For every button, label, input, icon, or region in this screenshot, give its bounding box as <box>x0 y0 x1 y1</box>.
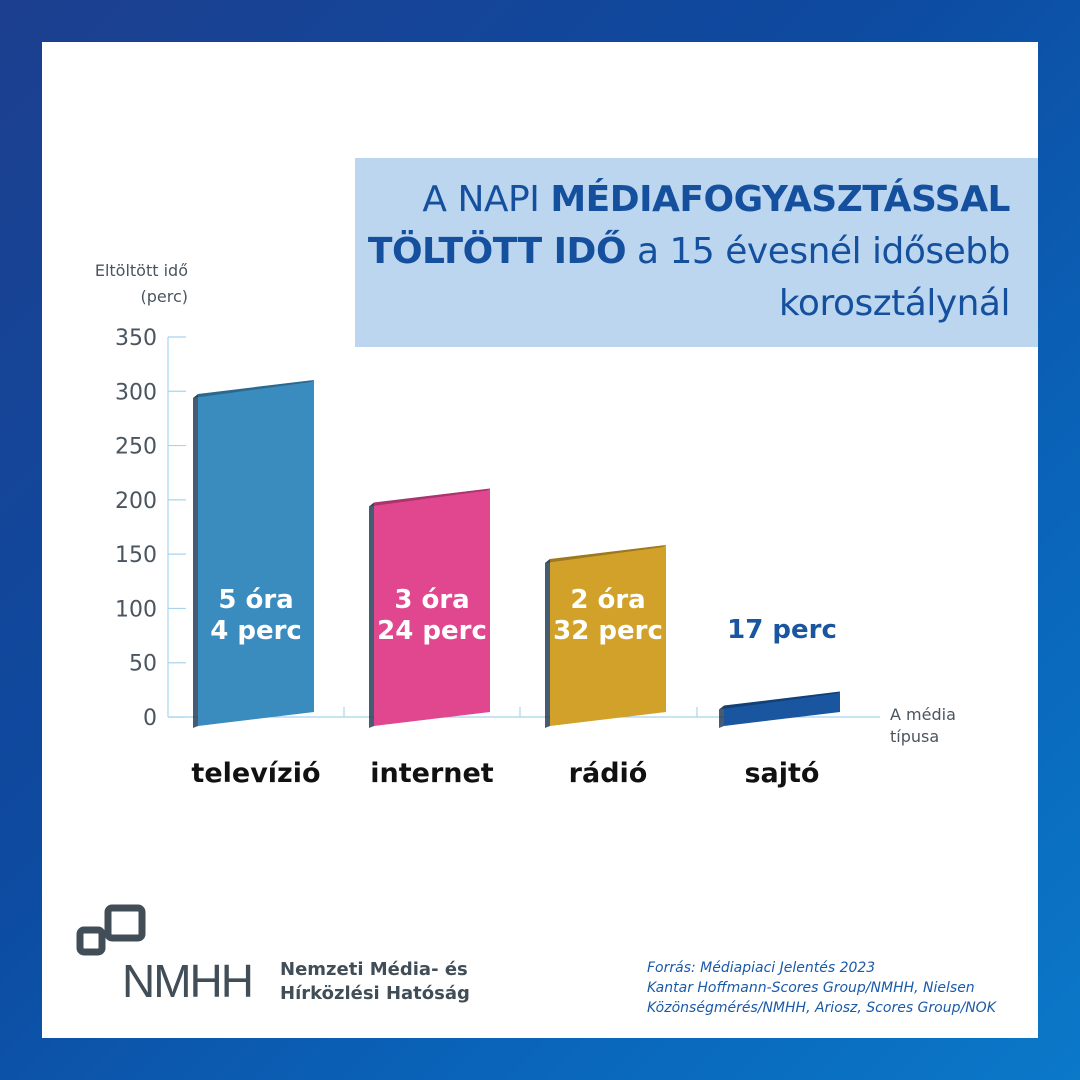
bar-top-edge <box>369 488 490 507</box>
bar-side <box>193 393 198 728</box>
category-label: rádió <box>569 758 648 789</box>
bar-top-edge <box>719 691 840 710</box>
category-label: sajtó <box>744 758 819 789</box>
y-tick-label: 350 <box>115 326 157 351</box>
y-axis-label-line1: Eltöltött idő <box>94 261 188 280</box>
category-label: televízió <box>191 758 320 789</box>
y-tick-label: 250 <box>115 435 157 460</box>
y-tick-label: 150 <box>115 543 157 568</box>
y-tick-label: 100 <box>115 597 157 622</box>
title-line2-bold: TÖLTÖTT IDŐ <box>367 231 627 272</box>
x-axis-label: A média típusa <box>890 704 956 748</box>
y-axis-label: Eltöltött idő (perc) <box>60 258 188 310</box>
bar-side <box>719 705 724 728</box>
title-line1-normal: A NAPI <box>422 179 551 220</box>
bar-side <box>545 558 550 728</box>
source-line1: Forrás: Médiapiaci Jelentés 2023 <box>647 960 876 976</box>
bar-top-edge <box>193 379 314 398</box>
y-tick-label: 200 <box>115 489 157 514</box>
bar <box>198 379 314 726</box>
bar-value-label: 3 óra <box>394 585 469 615</box>
y-tick-label: 0 <box>143 706 157 731</box>
y-axis-label-line2: (perc) <box>140 287 188 306</box>
bar-value-label: 24 perc <box>377 616 487 646</box>
logo-text: Nemzeti Média- és Hírközlési Hatóság <box>280 958 470 1006</box>
logo-line1: Nemzeti Média- és <box>280 959 468 980</box>
source-line2: Kantar Hoffmann-Scores Group/NMHH, Niels… <box>647 980 975 996</box>
logo-line2: Hírközlési Hatóság <box>280 983 470 1004</box>
bar <box>374 488 490 726</box>
title-line2-normal: a 15 évesnél idősebb <box>626 231 1011 272</box>
bar-top-edge <box>545 544 666 563</box>
bar-value-label: 5 óra <box>218 585 293 615</box>
bar-value-label: 4 perc <box>210 616 302 646</box>
y-tick-label: 300 <box>115 380 157 405</box>
chart-title: A NAPI MÉDIAFOGYASZTÁSSAL TÖLTÖTT IDŐ a … <box>367 174 1011 330</box>
source-line3: Közönségmérés/NMHH, Ariosz, Scores Group… <box>647 1000 996 1016</box>
bar-value-label: 32 perc <box>553 616 663 646</box>
source-note: Forrás: Médiapiaci Jelentés 2023 Kantar … <box>647 958 996 1018</box>
bar-value-label: 2 óra <box>570 585 645 615</box>
category-label: internet <box>370 758 494 789</box>
bar <box>724 691 840 726</box>
bar-value-label: 17 perc <box>727 615 837 645</box>
title-line3: korosztálynál <box>778 283 1011 324</box>
bar-side <box>369 502 374 728</box>
y-tick-label: 50 <box>129 652 157 677</box>
title-box: A NAPI MÉDIAFOGYASZTÁSSAL TÖLTÖTT IDŐ a … <box>355 158 1038 347</box>
bar <box>550 544 666 726</box>
x-axis-label-line1: A média <box>890 705 956 724</box>
x-axis-label-line2: típusa <box>890 727 940 746</box>
title-line1-bold: MÉDIAFOGYASZTÁSSAL <box>550 179 1010 220</box>
